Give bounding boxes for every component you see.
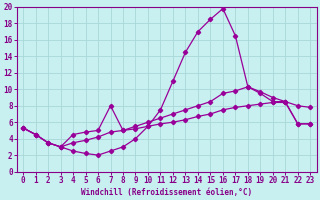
X-axis label: Windchill (Refroidissement éolien,°C): Windchill (Refroidissement éolien,°C) [81,188,252,197]
